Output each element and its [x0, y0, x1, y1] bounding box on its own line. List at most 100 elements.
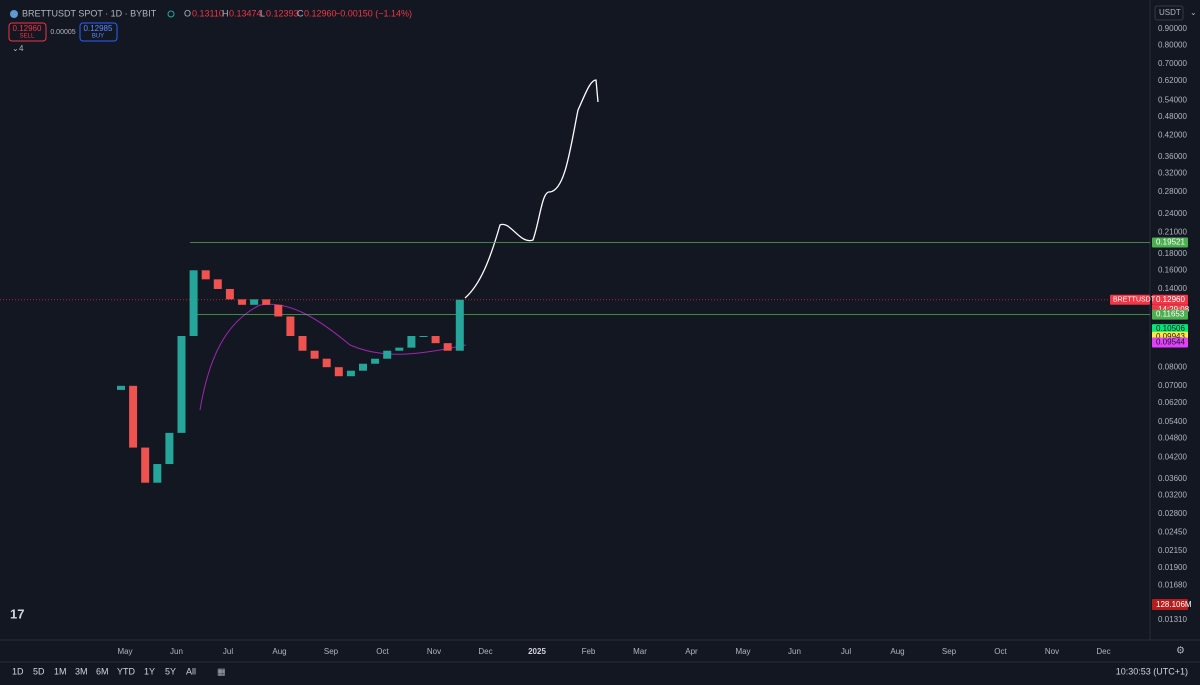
- candle-body: [346, 370, 355, 377]
- candle-body: [250, 299, 259, 305]
- range-button[interactable]: 5D: [33, 666, 45, 676]
- o-label: O: [184, 8, 191, 18]
- x-tick-label: Sep: [324, 647, 339, 656]
- symbol-icon: [10, 10, 18, 18]
- range-button[interactable]: All: [186, 666, 196, 676]
- candle-body: [238, 299, 246, 305]
- range-button[interactable]: 6M: [96, 666, 109, 676]
- y-tick-label: 0.03600: [1158, 474, 1187, 483]
- candle-body: [322, 358, 331, 368]
- sell-button[interactable]: [8, 22, 47, 42]
- candle-body: [359, 363, 367, 371]
- y-tick-label: 0.02450: [1158, 528, 1187, 537]
- y-tick-label: 0.05400: [1158, 417, 1187, 426]
- x-tick-label: Dec: [478, 647, 492, 656]
- y-tick-label: 0.04800: [1158, 434, 1187, 443]
- y-tick-label: 0.70000: [1158, 59, 1187, 68]
- close: 0.12960: [304, 8, 337, 18]
- y-tick-label: 0.06200: [1158, 398, 1187, 407]
- y-tick-label: 0.80000: [1158, 41, 1187, 50]
- candle-body: [225, 288, 234, 300]
- buy-button[interactable]: [79, 22, 118, 42]
- countdown-tag: [1152, 304, 1188, 314]
- x-tick-label: Aug: [272, 647, 286, 656]
- y-tick-label: 0.01680: [1158, 580, 1187, 589]
- x-tick-label: Aug: [890, 647, 904, 656]
- x-tick-label: 2025: [528, 647, 546, 656]
- y-tick-label: 0.24000: [1158, 209, 1187, 218]
- x-tick-label: Mar: [633, 647, 647, 656]
- settings-icon[interactable]: ⚙: [1176, 646, 1185, 657]
- change: −0.00150 (−1.14%): [335, 8, 412, 18]
- price-tag: [1152, 337, 1188, 348]
- range-button[interactable]: 1M: [54, 666, 67, 676]
- y-tick-label: 0.21000: [1158, 227, 1187, 236]
- h-label: H: [222, 8, 229, 18]
- x-tick-label: Oct: [994, 647, 1007, 656]
- range-button[interactable]: 5Y: [165, 666, 176, 676]
- countdown: 14:29:08: [1158, 305, 1190, 314]
- symbol-tag: [1110, 294, 1150, 305]
- range-button[interactable]: 1Y: [144, 666, 155, 676]
- candle-body: [189, 270, 198, 336]
- spread: 0.00005: [50, 29, 75, 36]
- volume-label: 128.106M: [1156, 600, 1192, 609]
- candle-body: [431, 335, 440, 344]
- y-tick-label: 0.08000: [1158, 362, 1187, 371]
- candle-body: [419, 335, 428, 337]
- candle-body: [141, 447, 150, 483]
- price-tag-label: 0.10506: [1156, 324, 1185, 333]
- y-tick-label: 0.42000: [1158, 131, 1187, 140]
- candle-body: [407, 335, 416, 348]
- indicator-toggle[interactable]: ⌄: [12, 44, 19, 53]
- buy-price[interactable]: 0.12985: [84, 24, 113, 33]
- candle-body: [298, 335, 307, 351]
- x-tick-label: Oct: [376, 647, 389, 656]
- high: 0.13474: [229, 8, 262, 18]
- y-tick-label: 0.28000: [1158, 187, 1187, 196]
- candle-body: [153, 464, 162, 483]
- indicator-count[interactable]: 4: [19, 44, 24, 53]
- sell-label[interactable]: SELL: [20, 34, 35, 40]
- y-tick-label: 0.90000: [1158, 24, 1187, 33]
- range-button[interactable]: 3M: [75, 666, 88, 676]
- y-tick-label: 0.02800: [1158, 509, 1187, 518]
- y-tick-label: 0.48000: [1158, 112, 1187, 121]
- x-tick-label: May: [117, 647, 132, 656]
- x-tick-label: Nov: [427, 647, 441, 656]
- candle-body: [117, 385, 125, 390]
- c-label: C: [297, 8, 304, 18]
- volume-tag: [1152, 599, 1188, 610]
- moving-average: [199, 303, 467, 411]
- candle-body: [371, 358, 380, 364]
- symbol-tag-label: BRETTUSDT: [1113, 297, 1156, 304]
- candle-body: [383, 350, 392, 359]
- price-tag: [1152, 294, 1188, 305]
- y-tick-label: 0.54000: [1158, 95, 1187, 104]
- calendar-icon[interactable]: ▦: [217, 666, 226, 676]
- price-tag: [1152, 324, 1188, 335]
- y-tick-label: 0.07000: [1158, 381, 1187, 390]
- x-tick-label: Jul: [841, 647, 851, 656]
- price-tag-label: 0.19521: [1156, 238, 1185, 247]
- candle-body: [213, 279, 222, 289]
- currency[interactable]: USDT: [1159, 8, 1181, 17]
- y-tick-label: 0.04200: [1158, 452, 1187, 461]
- y-tick-label: 0.32000: [1158, 169, 1187, 178]
- candle-body: [455, 299, 464, 351]
- candle-body: [395, 347, 404, 351]
- currency-caret[interactable]: ⌄: [1190, 8, 1197, 17]
- buy-label[interactable]: BUY: [92, 34, 104, 40]
- x-tick-label: May: [735, 647, 750, 656]
- range-button[interactable]: YTD: [117, 666, 136, 676]
- y-tick-label: 0.36000: [1158, 152, 1187, 161]
- logo: 17: [10, 606, 24, 621]
- range-button[interactable]: 1D: [12, 666, 24, 676]
- currency-box[interactable]: [1154, 5, 1184, 21]
- candle-body: [177, 335, 186, 433]
- sell-price[interactable]: 0.12960: [13, 24, 42, 33]
- y-tick-label: 0.16000: [1158, 265, 1187, 274]
- y-tick-label: 0.18000: [1158, 249, 1187, 258]
